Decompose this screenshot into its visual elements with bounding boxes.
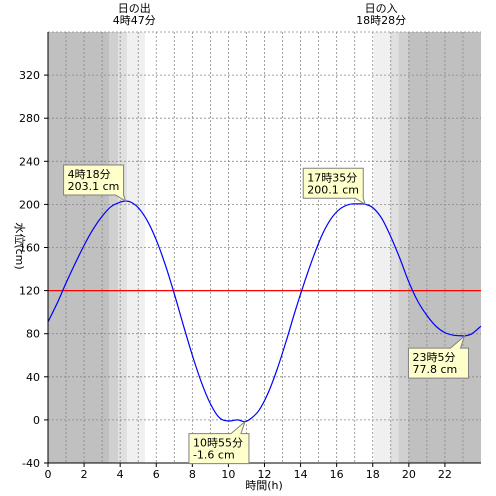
callout-time: 10時55分 [193,437,243,450]
y-tick-labels: -40 0 40 80 120 160 200 240 280 320 [19,69,40,470]
x-tick-labels: 0 2 4 6 8 10 12 14 16 18 20 22 [45,468,452,481]
callout-time: 23時5分 [412,351,455,364]
x-tick-label: 0 [45,468,52,481]
callout-box [188,420,250,465]
callout-value: 203.1 cm [68,180,120,193]
sun-event-label: 日の入 [365,2,398,15]
callout-box [407,334,469,379]
sun-event-time: 4時47分 [113,14,156,27]
y-tick-label: 160 [19,242,40,255]
x-tick-label: 8 [189,468,196,481]
x-tick-label: 22 [438,468,452,481]
x-tick-label: 10 [221,468,235,481]
y-tick-label: 120 [19,285,40,298]
x-tick-label: 16 [330,468,344,481]
y-tick-label: 240 [19,155,40,168]
callout-box [63,164,127,203]
axes [44,32,481,467]
sun-event-label: 日の出 [118,1,151,15]
y-tick-label: 40 [26,371,40,384]
callout-value: -1.6 cm [193,449,235,462]
x-tick-label: 2 [81,468,88,481]
band [390,32,399,463]
x-tick-label: 4 [117,468,124,481]
band [373,32,391,463]
callout-box [302,167,367,206]
x-axis-label: 時間(h) [245,479,283,492]
sun-event-time: 18時28分 [356,14,406,27]
callout-value: 77.8 cm [412,363,457,376]
x-tick-label: 18 [366,468,380,481]
x-tick-label: 6 [153,468,160,481]
callout-time: 4時18分 [68,168,111,181]
callout-value: 200.1 cm [307,183,359,196]
y-tick-label: 280 [19,112,40,125]
y-tick-label: 200 [19,198,40,211]
band [48,32,110,463]
band [398,32,409,463]
annotation-callout: 10時55分-1.6 cm [188,420,250,465]
y-tick-label: -40 [22,457,40,470]
tide-line [47,200,482,423]
callout-time: 17時35分 [307,171,357,184]
y-axis-label: 水位(cm) [13,222,27,269]
band [145,32,374,463]
band [118,32,128,463]
x-tick-label: 12 [258,468,272,481]
x-tick-label: 20 [402,468,416,481]
y-tick-label: 320 [19,69,40,82]
x-tick-label: 14 [294,468,308,481]
y-tick-label: 0 [33,414,40,427]
tide-series [47,200,482,423]
y-tick-label: 80 [26,328,40,341]
